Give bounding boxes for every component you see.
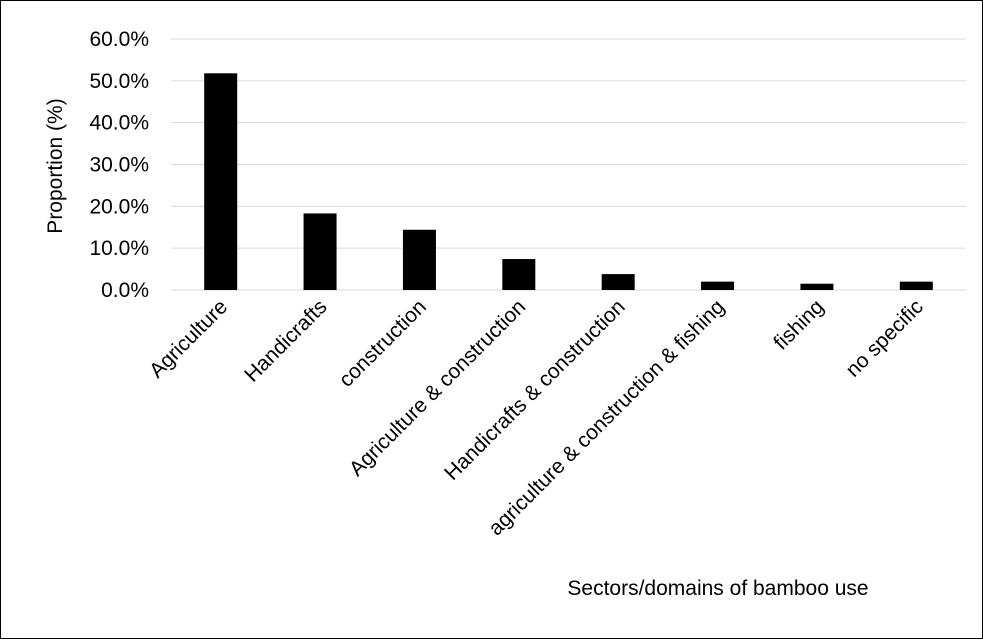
bar: [800, 283, 834, 290]
x-tick-label: fishing: [769, 295, 828, 354]
x-axis-title: Sectors/domains of bamboo use: [567, 577, 868, 600]
bars: [204, 73, 933, 290]
bar: [701, 281, 735, 290]
gridlines: [171, 38, 966, 249]
x-axis-tick-labels: Agriculture Handicrafts constructionAgricu…: [145, 295, 928, 540]
x-tick-label: Handicrafts: [240, 295, 331, 386]
y-tick-label: 10.0%: [89, 237, 149, 260]
bar: [204, 73, 238, 290]
bar: [502, 259, 536, 290]
y-axis-tick-labels: 0.0% 10.0% 20.0% 30.0% 40.0% 50.0% 60.0%: [89, 28, 149, 302]
y-tick-label: 0.0%: [101, 279, 149, 302]
bar: [601, 274, 635, 290]
y-tick-label: 30.0%: [89, 154, 149, 177]
y-tick-label: 40.0%: [89, 112, 149, 135]
y-tick-label: 20.0%: [89, 195, 149, 218]
bar: [402, 229, 436, 290]
y-axis-title: Proportion (%): [44, 98, 67, 233]
bar: [899, 281, 933, 290]
bar: [303, 213, 337, 290]
x-tick-label: Agriculture: [145, 295, 232, 382]
x-tick-label: no specific: [841, 295, 927, 381]
x-tick-label: construction: [335, 295, 431, 391]
y-tick-label: 60.0%: [89, 28, 149, 51]
x-tick-label: Handicrafts & construction: [440, 295, 630, 485]
y-tick-label: 50.0%: [89, 70, 149, 93]
x-tick-label: Agriculture & construction: [345, 295, 530, 480]
